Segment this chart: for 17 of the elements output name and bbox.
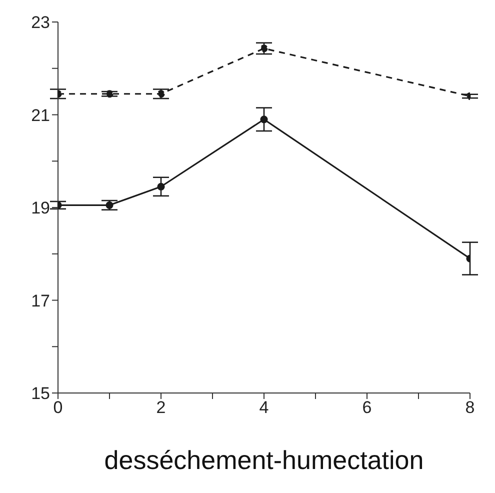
- y-tick-label: 19: [31, 198, 50, 218]
- x-tick-label: 2: [156, 398, 166, 418]
- x-tick-label: 8: [465, 398, 475, 418]
- point: [106, 90, 114, 98]
- point: [106, 201, 114, 209]
- x-tick-label: 0: [53, 398, 63, 418]
- x-tick-label: 4: [259, 398, 269, 418]
- point: [157, 90, 165, 98]
- y-tick-label: 17: [31, 291, 50, 310]
- point: [157, 182, 165, 190]
- x-axis-title: desséchement-humectation: [104, 445, 424, 475]
- x-tick-label: 6: [362, 398, 372, 418]
- y-tick-label: 21: [31, 106, 50, 125]
- y-tick-label: 23: [31, 13, 50, 32]
- point: [260, 116, 268, 124]
- point: [260, 44, 268, 52]
- y-tick-label: 15: [31, 384, 50, 404]
